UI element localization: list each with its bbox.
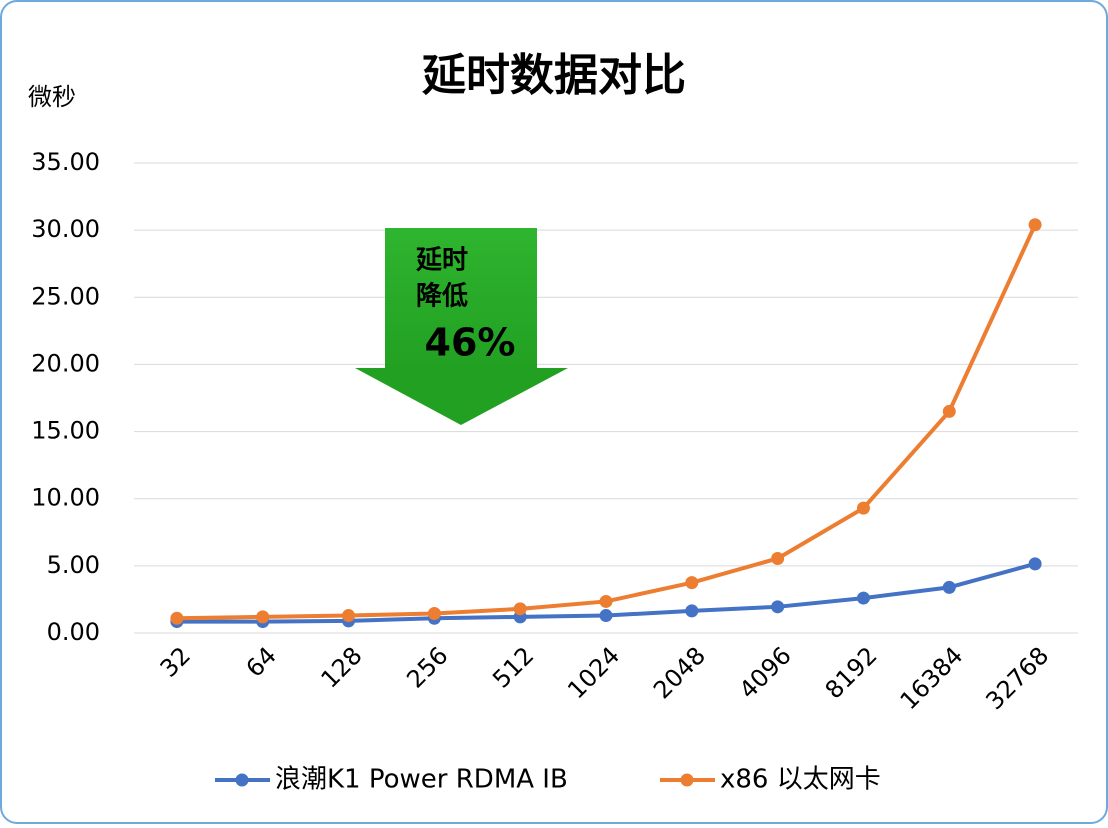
point <box>427 607 441 621</box>
legend-marker <box>680 773 694 787</box>
annotation-text: 降低 <box>416 282 468 312</box>
point <box>771 551 785 565</box>
y-tick-label: 20.00 <box>31 349 100 377</box>
y-tick-label: 5.00 <box>47 551 100 579</box>
point <box>685 604 699 618</box>
arrow-head <box>355 368 568 425</box>
point <box>513 602 527 616</box>
y-tick-label: 25.00 <box>31 282 100 310</box>
point <box>599 594 613 608</box>
point <box>599 609 613 623</box>
point <box>1028 218 1042 232</box>
y-tick-label: 35.00 <box>31 148 100 176</box>
point <box>942 580 956 594</box>
annotation-highlight: 46% <box>425 321 516 365</box>
legend-label: x86 以太网卡 <box>720 765 881 795</box>
point <box>170 611 184 625</box>
y-tick-label: 10.00 <box>31 484 100 512</box>
point <box>256 610 270 624</box>
y-tick-label: 0.00 <box>47 618 100 646</box>
chart-title: 延时数据对比 <box>422 50 686 101</box>
plot <box>170 218 1042 629</box>
point <box>856 591 870 605</box>
point <box>685 576 699 590</box>
point <box>342 609 356 623</box>
annotation-arrow: 延时 降低 46% <box>355 228 568 425</box>
point <box>1028 557 1042 571</box>
y-axis-label: 微秒 <box>28 83 76 111</box>
point <box>942 404 956 418</box>
y-tick-label: 15.00 <box>31 417 100 445</box>
legend-marker <box>235 773 249 787</box>
y-tick-label: 30.00 <box>31 215 100 243</box>
arrow-body <box>385 228 537 368</box>
point <box>856 501 870 515</box>
point <box>771 600 785 614</box>
legend-label: 浪潮K1 Power RDMA IB <box>275 765 568 795</box>
annotation-text: 延时 <box>415 246 468 276</box>
